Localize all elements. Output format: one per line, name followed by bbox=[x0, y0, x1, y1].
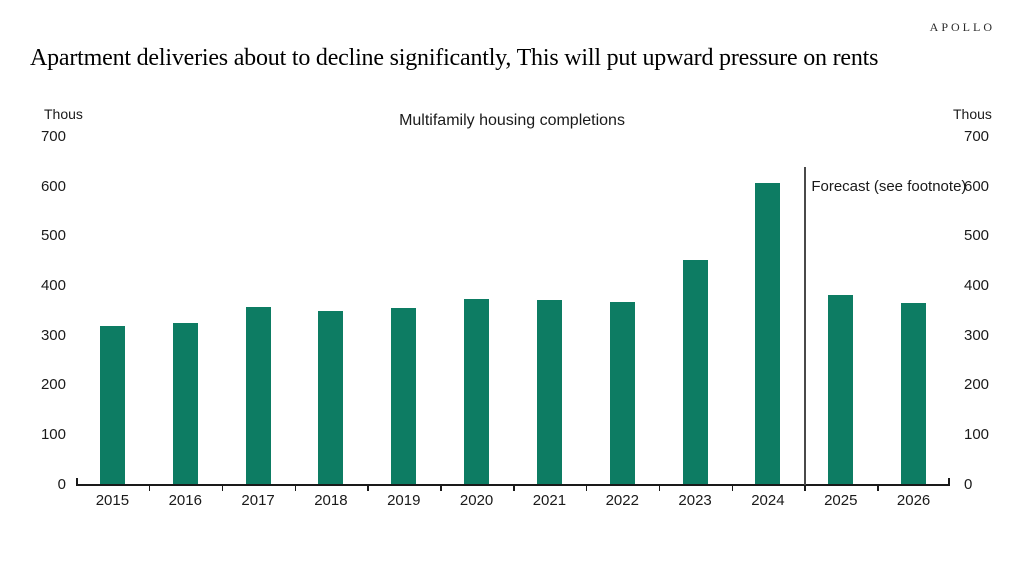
bar-2016 bbox=[172, 323, 198, 485]
y-axis-tick-label-left: 0 bbox=[57, 475, 66, 493]
y-axis-tick-label-right: 600 bbox=[964, 177, 990, 195]
bar-2021 bbox=[536, 300, 562, 485]
x-axis-tick bbox=[731, 486, 733, 491]
x-axis-tick bbox=[804, 486, 806, 491]
forecast-divider-line bbox=[804, 167, 806, 485]
x-axis-tick bbox=[658, 486, 661, 491]
x-axis-label-2021: 2021 bbox=[532, 492, 567, 509]
bar-2024 bbox=[755, 182, 781, 485]
x-axis-tick bbox=[585, 486, 588, 491]
x-axis-label-2026: 2026 bbox=[896, 492, 931, 509]
bar-2015 bbox=[99, 325, 125, 485]
x-axis-label-2019: 2019 bbox=[387, 492, 421, 509]
x-axis-tick bbox=[440, 486, 442, 491]
x-axis-end-riser-right bbox=[948, 478, 950, 485]
x-axis-tick bbox=[877, 486, 879, 491]
y-axis-tick-label-left: 300 bbox=[40, 326, 66, 344]
apollo-logo: APOLLO bbox=[929, 20, 995, 34]
y-axis-tick-label-right: 500 bbox=[964, 227, 990, 245]
x-axis-tick bbox=[221, 486, 224, 491]
x-axis-label-2016: 2016 bbox=[168, 492, 202, 509]
x-axis-label-2025: 2025 bbox=[824, 492, 858, 509]
chart-title: Multifamily housing completions bbox=[399, 112, 625, 129]
y-axis-tick-label-left: 700 bbox=[40, 128, 66, 145]
forecast-annotation: Forecast (see footnote) bbox=[811, 178, 967, 195]
y-axis-tick-label-right: 400 bbox=[964, 276, 990, 294]
x-axis-end-riser-left bbox=[76, 478, 78, 485]
bar-2018 bbox=[318, 311, 344, 485]
y-axis-tick-label-left: 400 bbox=[40, 276, 66, 294]
bar-2020 bbox=[464, 298, 490, 485]
bar-2019 bbox=[391, 307, 417, 485]
x-axis-tick bbox=[367, 486, 369, 491]
y-axis-tick-label-right: 700 bbox=[964, 128, 990, 145]
x-axis-label-2022: 2022 bbox=[605, 492, 639, 509]
x-axis-label-2017: 2017 bbox=[241, 492, 275, 509]
y-axis-tick-label-right: 0 bbox=[964, 475, 973, 493]
y-axis-tick-label-left: 600 bbox=[40, 177, 66, 195]
y-axis-tick-label-right: 200 bbox=[964, 376, 990, 394]
x-axis-label-2024: 2024 bbox=[751, 492, 785, 509]
y-axis-tick-label-left: 100 bbox=[40, 425, 66, 443]
y-axis-tick-label-right: 100 bbox=[964, 425, 990, 443]
x-axis-line bbox=[76, 484, 950, 486]
x-axis-label-2023: 2023 bbox=[678, 492, 712, 509]
y-axis-unit-right: Thous bbox=[953, 106, 992, 122]
bar-2026 bbox=[901, 303, 927, 485]
y-axis-unit-left: Thous bbox=[44, 106, 83, 122]
x-axis-label-2018: 2018 bbox=[314, 492, 348, 509]
bar-2025 bbox=[828, 295, 854, 485]
bar-2017 bbox=[245, 306, 271, 485]
y-axis-tick-label-left: 500 bbox=[40, 227, 66, 245]
x-axis-label-2015: 2015 bbox=[95, 492, 130, 509]
page-title: Apartment deliveries about to decline si… bbox=[30, 45, 879, 71]
x-axis-label-2020: 2020 bbox=[459, 492, 494, 509]
x-axis-tick bbox=[513, 486, 515, 491]
y-axis-tick-label-left: 200 bbox=[40, 376, 66, 394]
x-axis-tick bbox=[148, 486, 151, 491]
bar-2023 bbox=[682, 259, 708, 485]
x-axis-tick bbox=[294, 486, 296, 491]
bar-2022 bbox=[609, 302, 635, 485]
y-axis-tick-label-right: 300 bbox=[964, 326, 990, 344]
